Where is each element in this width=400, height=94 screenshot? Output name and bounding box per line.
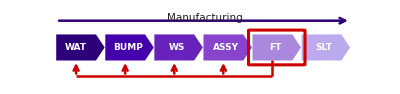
Polygon shape [302, 34, 350, 61]
Text: WS: WS [169, 43, 185, 52]
Polygon shape [56, 34, 105, 61]
Polygon shape [252, 34, 301, 61]
Text: BUMP: BUMP [113, 43, 143, 52]
Text: SLT: SLT [316, 43, 333, 52]
Text: WAT: WAT [65, 43, 87, 52]
Text: FT: FT [269, 43, 281, 52]
Polygon shape [105, 34, 154, 61]
Polygon shape [204, 34, 252, 61]
Text: ASSY: ASSY [213, 43, 239, 52]
Text: Manufacturing: Manufacturing [167, 13, 243, 23]
Polygon shape [154, 34, 203, 61]
